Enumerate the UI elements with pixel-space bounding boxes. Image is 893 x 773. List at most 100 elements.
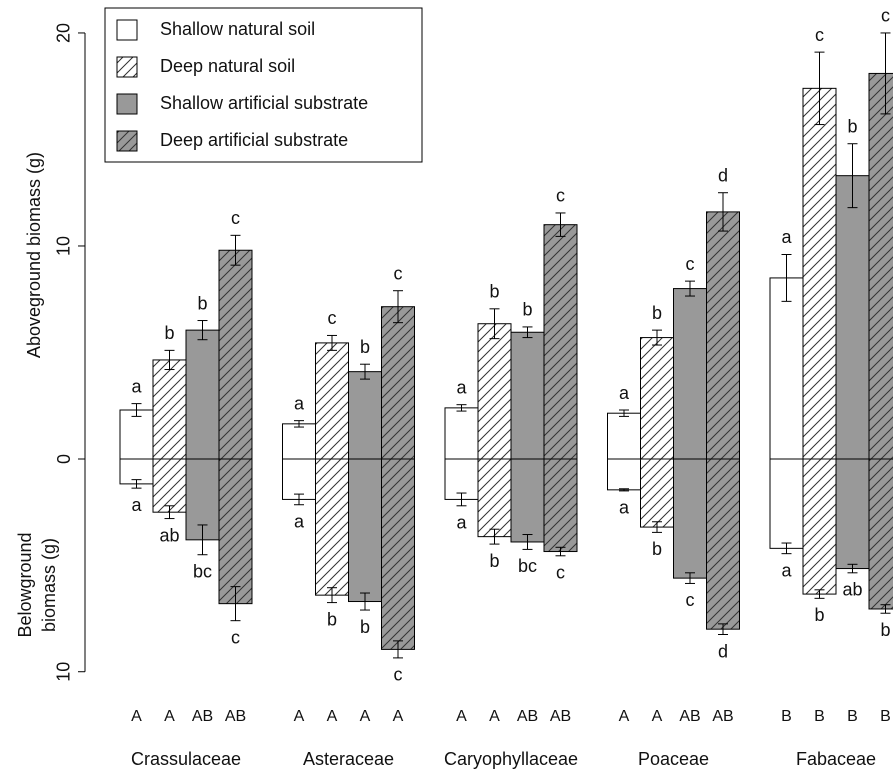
- bar-above: [315, 342, 349, 460]
- legend-swatch: [116, 19, 138, 41]
- letter-below: b: [360, 617, 370, 637]
- error-bar-below: [522, 534, 533, 550]
- group-letter: A: [294, 708, 305, 725]
- error-bar-below: [880, 604, 891, 614]
- legend-box: [104, 7, 423, 163]
- bar-below: [543, 458, 578, 553]
- y-tick-label: 10: [54, 236, 74, 256]
- error-bar-below: [555, 546, 566, 557]
- letter-above: b: [489, 282, 499, 302]
- group-letter: A: [164, 708, 175, 725]
- bar-above: [477, 323, 512, 460]
- bar-above: [185, 329, 220, 460]
- y-label-bottom: Belowground: [15, 532, 35, 637]
- bar-below: [673, 458, 707, 579]
- error-bar-below: [718, 623, 728, 635]
- bar-below: [640, 458, 674, 528]
- y-tick-label: 0: [54, 454, 74, 464]
- error-bar-above: [164, 349, 175, 371]
- bar-above: [381, 306, 415, 460]
- bar-above: [510, 331, 545, 460]
- group-letter: AB: [192, 708, 213, 725]
- letter-above: b: [847, 116, 857, 136]
- error-bar-above: [880, 32, 891, 115]
- legend-swatch: [116, 93, 138, 115]
- bar-below: [510, 458, 545, 543]
- category-label: Fabaceae: [796, 749, 876, 769]
- bar-below: [348, 458, 382, 603]
- bar-below: [802, 458, 837, 595]
- bar-below: [218, 458, 253, 605]
- y-tick-label: 10: [54, 662, 74, 682]
- error-bar-below: [652, 521, 662, 533]
- error-bar-above: [294, 420, 304, 428]
- bar-below: [315, 458, 349, 596]
- error-bar-below: [164, 505, 175, 520]
- group-letter: A: [131, 708, 142, 725]
- error-bar-below: [197, 524, 208, 556]
- error-bar-above: [489, 308, 500, 340]
- letter-above: b: [197, 293, 207, 313]
- category-label: Asteraceae: [303, 749, 394, 769]
- letter-above: c: [231, 208, 240, 228]
- bar-below: [152, 458, 187, 513]
- bar-above: [348, 371, 382, 460]
- letter-below: b: [814, 605, 824, 625]
- bar-below: [477, 458, 512, 538]
- letter-below: b: [880, 620, 890, 640]
- letter-above: c: [686, 254, 695, 274]
- bar-above: [543, 224, 578, 460]
- error-bar-above: [555, 212, 566, 237]
- bar-above: [152, 359, 187, 460]
- letter-below: c: [686, 590, 695, 610]
- legend-label: Shallow natural soil: [160, 19, 315, 39]
- error-bar-below: [327, 587, 337, 604]
- letter-above: b: [360, 337, 370, 357]
- letter-below: c: [231, 627, 240, 647]
- error-bar-above: [197, 320, 208, 341]
- letter-above: d: [718, 165, 728, 185]
- y-label-top: Aboveground biomass (g): [24, 152, 44, 358]
- group-letter: A: [393, 708, 404, 725]
- bar-below: [282, 458, 316, 500]
- letter-above: b: [522, 300, 532, 320]
- error-bar-above: [131, 403, 142, 417]
- group-letter: A: [489, 708, 500, 725]
- category-label: Crassulaceae: [131, 749, 241, 769]
- error-bar-below: [781, 542, 792, 555]
- error-bar-below: [294, 493, 304, 506]
- group-letter: A: [652, 708, 663, 725]
- error-bar-below: [489, 528, 500, 545]
- group-letter: A: [456, 708, 467, 725]
- error-bar-above: [619, 409, 629, 417]
- bar-below: [769, 458, 804, 549]
- error-bar-below: [456, 492, 467, 507]
- letter-below: c: [394, 665, 403, 685]
- bar-above: [444, 407, 479, 460]
- group-letter: AB: [712, 708, 733, 725]
- legend-label: Deep artificial substrate: [160, 130, 348, 150]
- bar-above: [706, 211, 740, 460]
- group-letter: A: [327, 708, 338, 725]
- letter-above: c: [328, 308, 337, 328]
- error-bar-above: [781, 253, 792, 302]
- bar-below: [835, 458, 870, 570]
- y-tick-label: 20: [54, 23, 74, 43]
- bar-above: [769, 277, 804, 460]
- error-bar-above: [718, 192, 728, 232]
- group-letter: B: [781, 708, 792, 725]
- y-label-bottom: biomass (g): [39, 538, 59, 632]
- legend-swatch: [116, 56, 138, 78]
- bar-below: [868, 458, 893, 610]
- bar-above: [835, 175, 870, 460]
- letter-below: a: [781, 560, 792, 580]
- error-bar-above: [393, 290, 403, 324]
- legend-label: Shallow artificial substrate: [160, 93, 368, 113]
- error-bar-above: [685, 280, 695, 297]
- error-bar-above: [814, 51, 825, 126]
- letter-above: b: [652, 303, 662, 323]
- letter-below: a: [619, 498, 630, 518]
- error-bar-above: [360, 363, 370, 380]
- error-bar-above: [847, 143, 858, 209]
